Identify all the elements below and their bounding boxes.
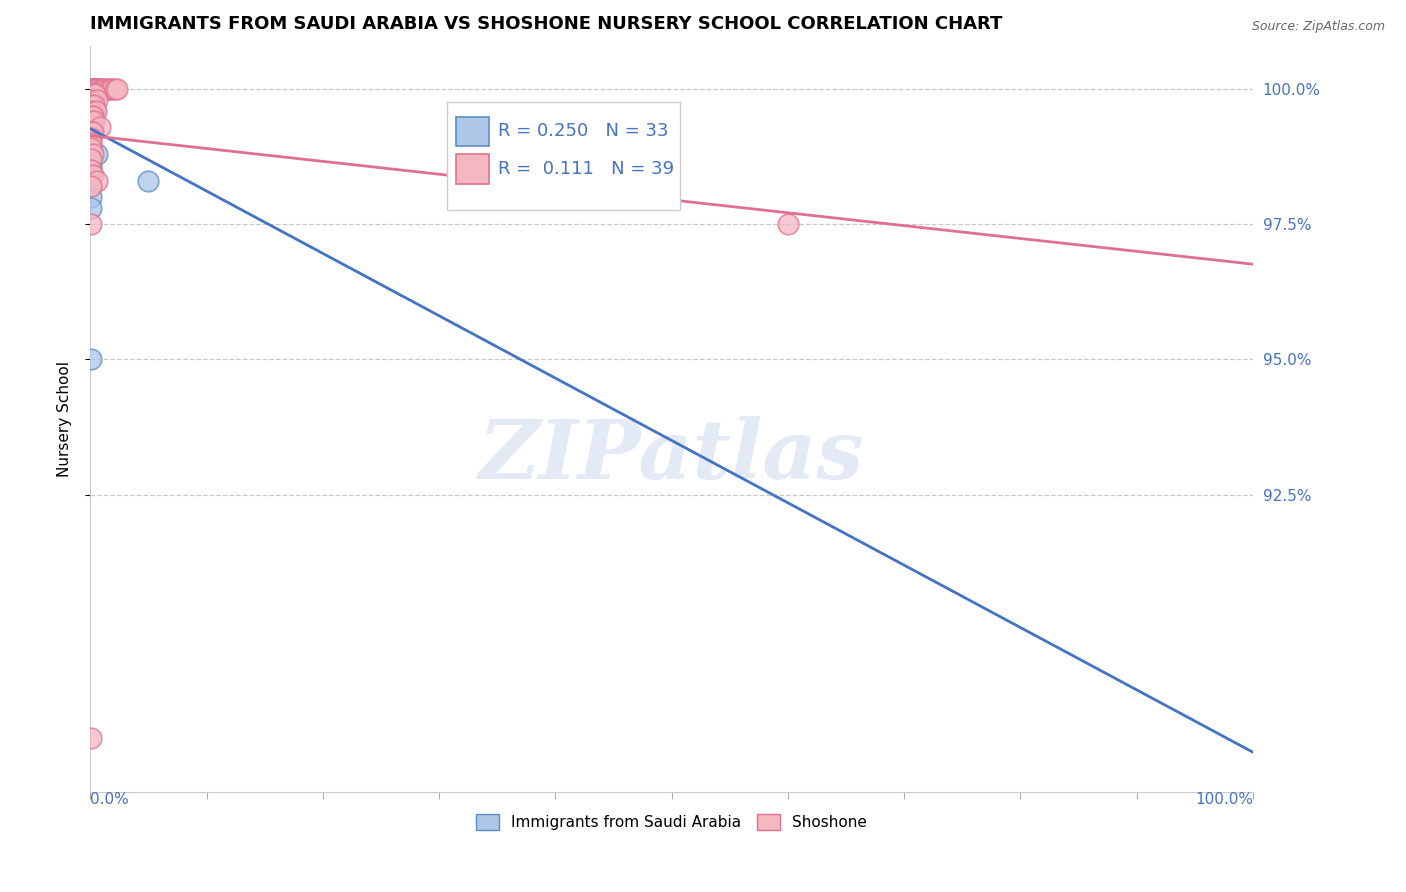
Point [80, 114, 103, 128]
Point [80, 731, 103, 745]
Point [80, 103, 103, 118]
Point [82, 82, 104, 96]
Point [80, 125, 103, 139]
Point [80, 352, 103, 367]
Point [80, 153, 103, 167]
Point [80, 109, 103, 123]
Point [86, 82, 108, 96]
Point [97, 82, 120, 96]
Point [101, 82, 124, 96]
Point [80, 98, 103, 112]
Point [80, 87, 103, 102]
Point [80, 163, 103, 178]
Point [86, 146, 108, 161]
Legend: Immigrants from Saudi Arabia, Shoshone: Immigrants from Saudi Arabia, Shoshone [470, 808, 873, 837]
Text: R =  0.111   N = 39: R = 0.111 N = 39 [498, 160, 675, 178]
Point [80, 125, 103, 139]
Point [80, 93, 103, 107]
Point [80, 103, 103, 118]
Point [82, 98, 104, 112]
Point [80, 130, 103, 145]
Point [82, 87, 104, 102]
Point [776, 217, 799, 231]
Text: IMMIGRANTS FROM SAUDI ARABIA VS SHOSHONE NURSERY SCHOOL CORRELATION CHART: IMMIGRANTS FROM SAUDI ARABIA VS SHOSHONE… [90, 15, 1002, 33]
Point [80, 136, 103, 150]
Point [82, 87, 104, 102]
Point [87, 82, 110, 96]
Point [82, 114, 104, 128]
Point [98, 82, 121, 96]
Point [80, 98, 103, 112]
Point [89, 120, 111, 134]
Point [80, 82, 103, 96]
Point [80, 93, 103, 107]
Point [82, 169, 104, 183]
Point [83, 114, 105, 128]
FancyBboxPatch shape [457, 117, 489, 146]
Point [80, 163, 103, 178]
Point [82, 125, 104, 139]
Point [84, 103, 107, 118]
Point [90, 82, 112, 96]
Point [80, 179, 103, 194]
Point [82, 109, 104, 123]
Point [82, 93, 104, 107]
Point [80, 130, 103, 145]
FancyBboxPatch shape [457, 154, 489, 184]
Point [80, 190, 103, 204]
Point [104, 82, 127, 96]
Text: 0.0%: 0.0% [90, 792, 129, 807]
Point [80, 109, 103, 123]
Y-axis label: Nursery School: Nursery School [58, 360, 72, 477]
Point [91, 82, 114, 96]
Point [82, 109, 104, 123]
Text: 100.0%: 100.0% [1195, 792, 1253, 807]
Point [80, 179, 103, 194]
Point [94, 82, 117, 96]
Text: R = 0.250   N = 33: R = 0.250 N = 33 [498, 122, 669, 141]
Point [86, 93, 108, 107]
Point [105, 82, 128, 96]
Point [82, 103, 104, 118]
Point [83, 98, 105, 112]
Text: ZIPatlas: ZIPatlas [479, 417, 865, 496]
Point [80, 114, 103, 128]
Text: Source: ZipAtlas.com: Source: ZipAtlas.com [1251, 20, 1385, 33]
Point [83, 93, 105, 107]
Point [83, 82, 105, 96]
Point [80, 82, 103, 96]
FancyBboxPatch shape [447, 102, 679, 210]
Point [138, 174, 160, 188]
Point [86, 174, 108, 188]
Point [82, 146, 104, 161]
Point [80, 201, 103, 215]
Point [80, 158, 103, 172]
Point [84, 82, 107, 96]
Point [84, 82, 107, 96]
Point [83, 103, 105, 118]
Point [80, 120, 103, 134]
Point [80, 169, 103, 183]
Point [80, 217, 103, 231]
Point [83, 82, 105, 96]
Point [87, 82, 110, 96]
Point [83, 87, 105, 102]
Point [83, 82, 105, 96]
Point [80, 141, 103, 155]
